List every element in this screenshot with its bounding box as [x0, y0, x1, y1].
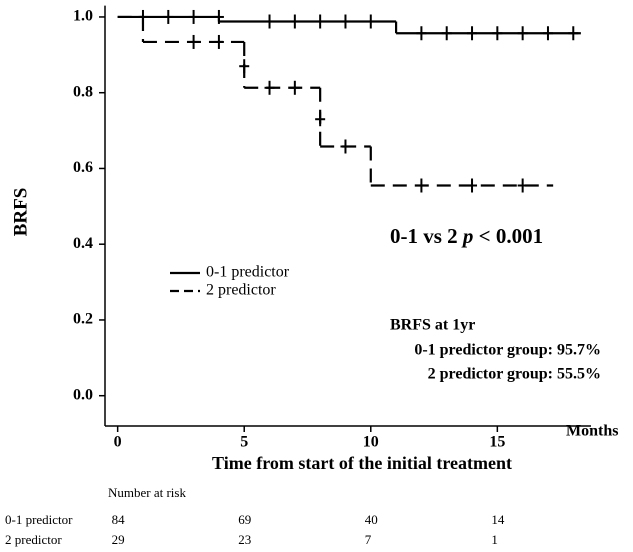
risk-row-label: 0-1 predictor: [5, 512, 73, 527]
summary-line: 0-1 predictor group: 95.7%: [414, 342, 601, 359]
risk-row-label: 2 predictor: [5, 532, 62, 547]
y-tick-label: 0.4: [73, 235, 93, 252]
censor-mark: [213, 9, 224, 24]
y-tick-label: 0.0: [73, 386, 93, 403]
x-tick-label: 5: [240, 434, 248, 451]
censor-mark: [264, 80, 275, 95]
risk-value: 1: [491, 532, 498, 547]
y-tick-label: 1.0: [73, 8, 93, 25]
x-unit: Months: [566, 423, 618, 440]
annotation-text: < 0.001: [479, 224, 543, 248]
censor-mark: [416, 26, 427, 41]
censor-mark: [416, 178, 427, 193]
x-tick-label: 10: [363, 434, 379, 451]
censor-mark: [315, 14, 326, 29]
summary-line: 2 predictor group: 55.5%: [428, 366, 601, 383]
censor-mark: [340, 139, 351, 154]
risk-value: 23: [238, 532, 251, 547]
y-axis-label: BRFS: [10, 188, 31, 237]
censor-mark: [340, 14, 351, 29]
risk-title: Number at risk: [108, 485, 186, 500]
censor-mark: [163, 9, 174, 24]
censor-mark: [467, 178, 478, 193]
censor-mark: [365, 14, 376, 29]
x-axis-label: Time from start of the initial treatment: [212, 453, 512, 473]
censor-mark: [467, 26, 478, 41]
risk-value: 40: [365, 512, 378, 527]
censor-mark: [492, 26, 503, 41]
censor-mark: [264, 14, 275, 29]
summary-title: BRFS at 1yr: [390, 317, 475, 334]
censor-mark: [517, 26, 528, 41]
censor-mark: [188, 34, 199, 49]
censor-mark: [188, 9, 199, 24]
y-tick-label: 0.8: [73, 83, 93, 100]
censor-mark: [289, 80, 300, 95]
censor-mark: [289, 14, 300, 29]
x-tick-label: 15: [489, 434, 505, 451]
y-tick-label: 0.2: [73, 311, 93, 328]
censor-mark: [542, 26, 553, 41]
annotation-p: p: [461, 224, 474, 248]
risk-value: 7: [365, 532, 372, 547]
annotation: 0-1 vs 2 p < 0.001: [390, 224, 543, 248]
censor-mark: [568, 26, 579, 41]
risk-value: 84: [112, 512, 126, 527]
risk-value: 14: [491, 512, 505, 527]
censor-mark: [239, 59, 250, 74]
censor-mark: [213, 34, 224, 49]
annotation-text: 0-1 vs 2: [390, 224, 458, 248]
censor-mark: [441, 26, 452, 41]
legend-label: 2 predictor: [206, 282, 276, 299]
censor-mark: [315, 112, 326, 127]
risk-value: 69: [238, 512, 251, 527]
x-tick-label: 0: [114, 434, 122, 451]
censor-mark: [517, 178, 528, 193]
y-tick-label: 0.6: [73, 159, 93, 176]
risk-value: 29: [112, 532, 125, 547]
legend-label: 0-1 predictor: [206, 264, 290, 281]
